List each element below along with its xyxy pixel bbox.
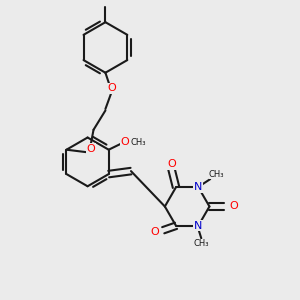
Text: N: N (194, 182, 202, 192)
Text: N: N (194, 221, 202, 231)
Text: O: O (229, 202, 238, 212)
Text: CH₃: CH₃ (194, 239, 209, 248)
Text: O: O (121, 137, 129, 147)
Text: O: O (86, 144, 95, 154)
Text: O: O (107, 83, 116, 93)
Text: CH₃: CH₃ (131, 138, 146, 147)
Text: O: O (167, 159, 176, 169)
Text: CH₃: CH₃ (209, 170, 224, 179)
Text: O: O (151, 227, 159, 237)
